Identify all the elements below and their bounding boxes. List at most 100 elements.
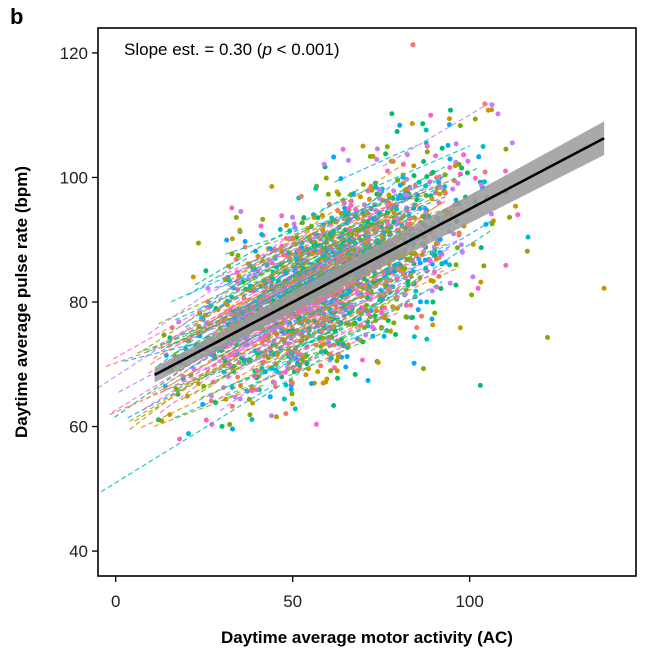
scatter-point xyxy=(281,396,287,402)
scatter-point xyxy=(388,328,393,334)
subject-fit-line xyxy=(377,220,493,291)
subject-fit-line xyxy=(289,281,404,340)
scatter-point xyxy=(447,156,453,162)
slope-annotation-prefix: Slope est. = 0.30 ( xyxy=(124,40,263,59)
scatter-point xyxy=(312,318,317,324)
scatter-point xyxy=(365,319,370,325)
y-axis-ticks: 40 60 80 100 120 xyxy=(60,44,98,561)
scatter-point xyxy=(429,288,435,294)
scatter-point xyxy=(249,417,255,422)
subject-fit-line xyxy=(147,234,291,335)
y-tick-label: 120 xyxy=(60,44,88,63)
plot-frame xyxy=(97,27,637,577)
subject-fit-line xyxy=(242,333,315,376)
scatter-point xyxy=(397,122,403,128)
scatter-point xyxy=(313,421,319,427)
scatter-point xyxy=(397,182,403,188)
scatter-point xyxy=(360,143,366,149)
scatter-point xyxy=(389,111,395,117)
subject-fit-line xyxy=(336,239,459,298)
subject-fit-line xyxy=(257,206,427,272)
subject-fit-line xyxy=(272,316,336,354)
scatter-point xyxy=(383,151,389,157)
scatter-point xyxy=(290,401,295,407)
panel-letter: b xyxy=(10,4,23,29)
subject-fit-line xyxy=(228,277,307,317)
subject-fit-line xyxy=(204,263,314,323)
scatter-point xyxy=(267,394,273,400)
scatter-point xyxy=(446,116,452,122)
scatter-point xyxy=(461,152,467,158)
subject-fit-line xyxy=(333,264,416,305)
scatter-point xyxy=(453,282,459,288)
subject-fit-line xyxy=(320,145,471,211)
slope-annotation-suffix: < 0.001) xyxy=(272,40,340,59)
scatter-point xyxy=(513,203,519,209)
scatter-point xyxy=(190,274,196,280)
scatter-point xyxy=(219,423,225,429)
scatter-point xyxy=(230,426,235,432)
scatter-point xyxy=(469,292,475,298)
scatter-point xyxy=(287,236,293,242)
scatter-point xyxy=(451,231,457,237)
scatter-point xyxy=(412,183,418,189)
scatter-point xyxy=(247,412,253,418)
scatter-point xyxy=(402,291,408,297)
scatter-point xyxy=(410,42,416,48)
scatter-point xyxy=(196,240,201,246)
subject-fit-line xyxy=(248,201,366,265)
scatter-point xyxy=(489,221,495,227)
subject-fit-line xyxy=(312,198,478,252)
scatter-point xyxy=(374,156,380,162)
subject-fit-line xyxy=(269,296,390,369)
scatter-point xyxy=(235,374,241,380)
scatter-point xyxy=(470,241,476,247)
scatter-point xyxy=(457,123,463,129)
scatter-point xyxy=(319,212,325,218)
scatter-point xyxy=(368,288,374,294)
scatter-point xyxy=(452,163,458,169)
scatter-point xyxy=(419,313,424,319)
scatter-point xyxy=(353,206,359,212)
scatter-point xyxy=(290,380,295,386)
subject-fit-line xyxy=(129,330,281,423)
scatter-point xyxy=(226,263,232,269)
scatter-point xyxy=(336,191,342,197)
scatter-point xyxy=(303,372,309,378)
scatter-point xyxy=(177,436,183,442)
scatter-point xyxy=(338,320,344,325)
subject-lines xyxy=(98,103,494,493)
scatter-point xyxy=(475,285,481,291)
scatter-point xyxy=(442,190,448,196)
scatter-point xyxy=(320,380,326,386)
scatter-point xyxy=(424,174,430,180)
scatter-point xyxy=(229,251,235,257)
scatter-point xyxy=(375,225,381,231)
scatter-point xyxy=(447,262,452,268)
slope-annotation: Slope est. = 0.30 (p < 0.001) xyxy=(124,40,340,59)
x-axis-ticks: 0 50 100 xyxy=(111,576,484,611)
y-tick-label: 40 xyxy=(69,542,88,561)
scatter-point xyxy=(358,194,363,200)
subject-fit-line xyxy=(350,281,443,337)
subject-fit-line xyxy=(153,384,265,428)
subject-fit-line xyxy=(269,224,374,276)
subject-fit-line xyxy=(293,200,390,235)
scatter-point xyxy=(321,161,327,167)
subject-fit-line xyxy=(196,250,310,323)
subject-fit-line xyxy=(219,337,323,412)
scatter-point xyxy=(258,223,264,229)
subject-fit-line xyxy=(334,261,401,296)
subject-fit-line xyxy=(308,190,427,240)
scatter-point xyxy=(200,401,206,407)
subject-fit-line xyxy=(270,281,368,349)
scatter-point xyxy=(203,268,209,274)
subject-fit-line xyxy=(240,232,359,292)
subject-fit-line xyxy=(254,192,418,301)
scatter-point xyxy=(340,146,346,152)
scatter-point xyxy=(439,145,445,151)
subject-fit-line xyxy=(140,369,264,429)
scatter-point xyxy=(344,354,350,359)
subject-fit-line xyxy=(213,352,323,405)
scatter-point xyxy=(331,342,337,348)
